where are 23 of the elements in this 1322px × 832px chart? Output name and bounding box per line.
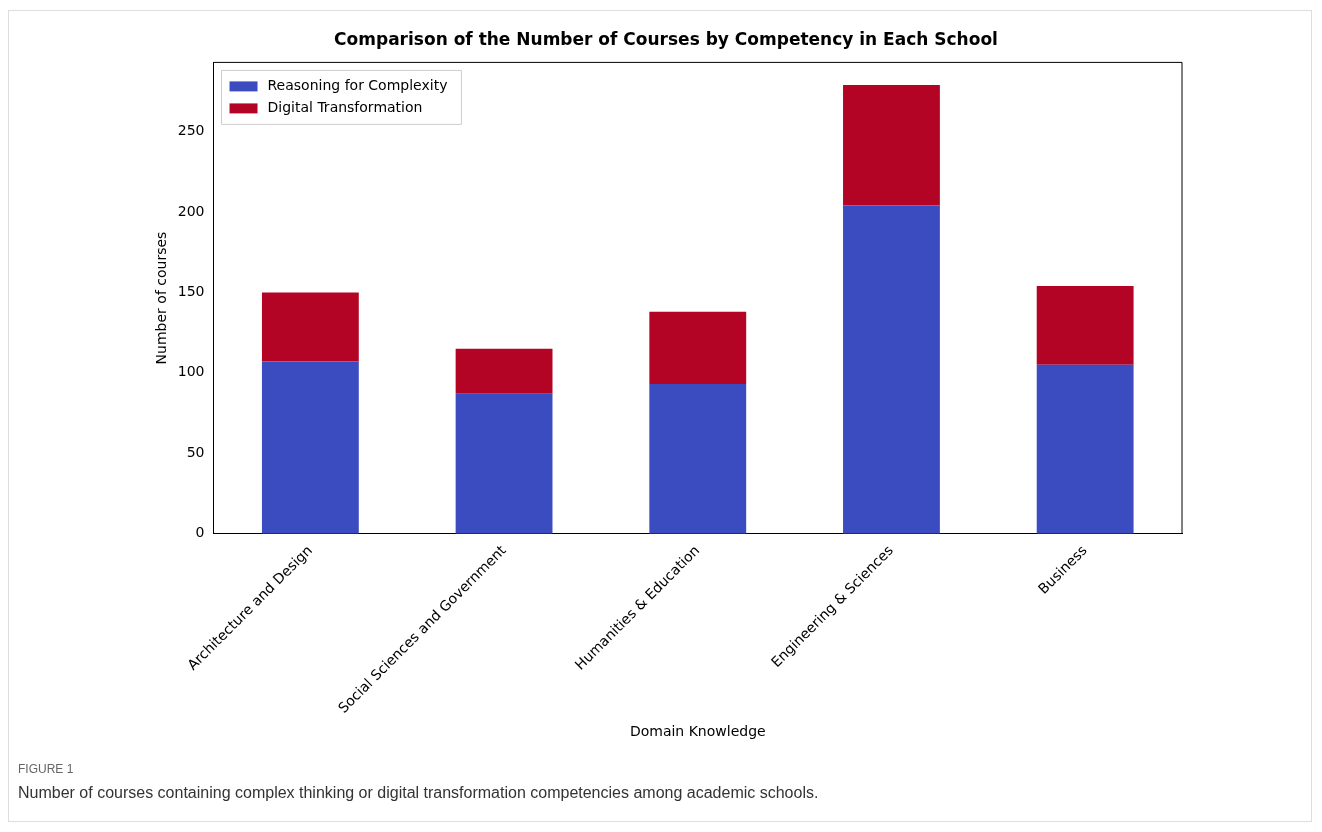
bar xyxy=(1036,285,1134,365)
legend-label: Reasoning for Complexity xyxy=(267,77,448,94)
x-axis-title: Domain Knowledge xyxy=(629,723,766,740)
y-tick-label: 0 xyxy=(195,524,205,541)
bar xyxy=(455,348,553,394)
bar xyxy=(261,361,359,534)
y-tick-label: 200 xyxy=(177,202,205,219)
bar xyxy=(455,393,553,534)
bar xyxy=(1036,364,1134,534)
legend-label: Digital Transformation xyxy=(267,99,423,116)
bar xyxy=(649,311,747,385)
bar xyxy=(649,384,747,534)
chart-title: Comparison of the Number of Courses by Competency in Each School xyxy=(334,28,998,49)
bar xyxy=(843,84,940,206)
y-tick-label: 250 xyxy=(177,122,205,139)
y-tick-label: 150 xyxy=(177,283,205,300)
y-tick-label: 50 xyxy=(186,443,205,460)
caption: FIGURE 1 xyxy=(18,762,75,776)
bar xyxy=(843,205,940,534)
y-axis-title: Number of courses xyxy=(153,231,170,365)
text: Number of courses containing complex thinking or digital transformation competencies among academic schools. xyxy=(18,784,819,802)
bar xyxy=(261,292,359,362)
y-tick-label: 100 xyxy=(177,363,205,380)
